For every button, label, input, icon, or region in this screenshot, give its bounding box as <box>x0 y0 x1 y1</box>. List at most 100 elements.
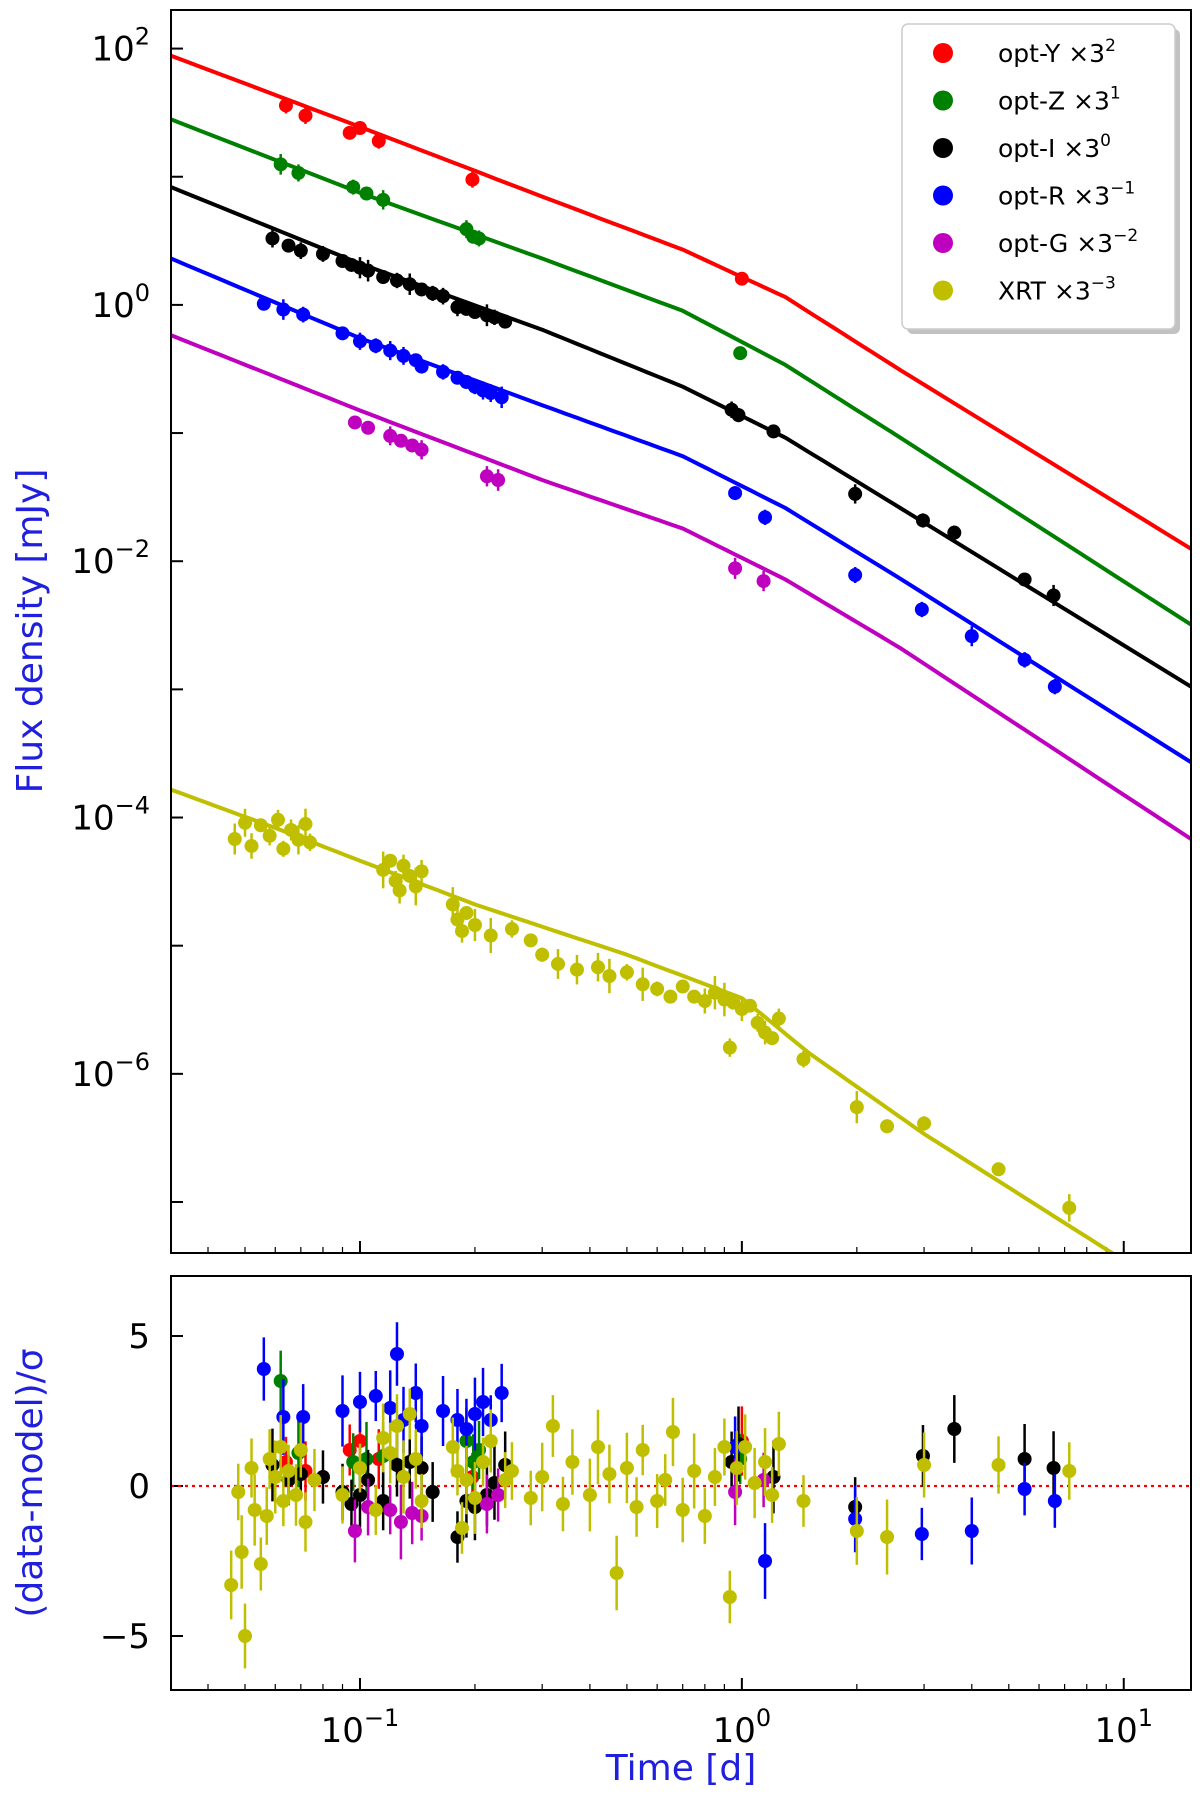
data-point-xrt <box>590 960 605 975</box>
data-point-xrt <box>650 981 665 996</box>
data-point-opt-i <box>487 310 502 325</box>
data-point-xrt <box>535 947 550 962</box>
x-tick-label: 100 <box>713 1704 772 1751</box>
residual-point-xrt <box>738 1440 753 1454</box>
legend-entry-3: opt-I ×30 <box>933 131 1111 163</box>
legend-label: opt-G ×3−2 <box>998 226 1138 258</box>
data-point-opt-g <box>347 415 362 430</box>
residual-point-xrt <box>707 1470 722 1484</box>
residual-point-xrt <box>383 1446 398 1460</box>
residual-point-xrt <box>697 1509 712 1523</box>
residual-point-opt-g <box>491 1488 506 1502</box>
data-point-opt-r <box>276 302 291 317</box>
residual-point-xrt <box>771 1437 786 1451</box>
data-point-opt-y <box>298 108 313 123</box>
data-point-opt-i <box>389 273 404 288</box>
residual-point-opt-r <box>389 1347 404 1361</box>
residual-point-xrt <box>335 1488 350 1502</box>
data-point-xrt <box>276 841 291 856</box>
residual-point-opt-g <box>393 1515 408 1529</box>
residual-point-xrt <box>555 1497 570 1511</box>
residual-point-xrt <box>504 1464 519 1478</box>
residual-point-xrt <box>483 1434 498 1448</box>
residual-point-xrt <box>545 1419 560 1433</box>
residual-point-opt-i <box>947 1422 962 1436</box>
data-point-opt-r <box>396 348 411 363</box>
residual-point-xrt <box>234 1545 249 1559</box>
data-point-opt-i <box>315 246 330 261</box>
data-point-xrt <box>396 858 411 873</box>
light-curve-frame <box>170 9 1192 1254</box>
data-point-opt-i <box>281 238 296 253</box>
series-opt-z <box>171 117 1191 627</box>
residual-point-opt-g <box>347 1524 362 1538</box>
data-point-xrt <box>771 1011 786 1026</box>
data-point-opt-z <box>359 186 374 201</box>
legend-entry-6: XRT ×3−3 <box>933 274 1116 306</box>
legend-label: opt-R ×3−1 <box>998 179 1135 211</box>
data-point-opt-i <box>361 263 376 278</box>
data-point-opt-y <box>352 121 367 136</box>
legend-entry-5: opt-G ×3−2 <box>933 226 1138 258</box>
data-point-xrt <box>849 1100 864 1115</box>
residual-point-opt-y <box>352 1434 367 1448</box>
residual-point-opt-g <box>728 1485 743 1499</box>
data-point-opt-i <box>467 305 482 320</box>
data-point-opt-g <box>393 433 408 448</box>
legend-marker <box>933 233 953 253</box>
residual-point-xrt <box>658 1473 673 1487</box>
data-point-xrt <box>697 994 712 1009</box>
residual-point-xrt <box>396 1470 411 1484</box>
residual-point-xrt <box>523 1491 538 1505</box>
data-point-opt-y <box>734 271 749 286</box>
y-tick-label: 10−2 <box>71 535 150 582</box>
residual-point-xrt <box>281 1464 296 1478</box>
light-curve-panel: 102 100 10−2 10−4 10−6 Flux density [mJy] op… <box>10 9 1192 1254</box>
series-opt-r <box>171 256 1191 764</box>
residual-point-xrt <box>307 1473 322 1487</box>
residual-point-opt-r <box>296 1410 311 1424</box>
residual-point-xrt <box>635 1443 650 1457</box>
residual-point-opt-r <box>408 1386 423 1400</box>
residuals-panel: 10−1 100 101 5 0 −5 (data-model)/σ <box>10 1275 1192 1751</box>
residual-point-xrt <box>273 1440 288 1454</box>
series-opt-i <box>171 185 1191 689</box>
data-point-opt-g <box>479 469 494 484</box>
residual-point-xrt <box>917 1458 932 1472</box>
data-point-opt-r <box>964 629 979 644</box>
data-point-opt-r <box>1047 679 1062 694</box>
legend-marker <box>933 280 953 301</box>
residual-point-xrt <box>609 1566 624 1580</box>
data-point-xrt <box>262 828 277 843</box>
residual-point-xrt <box>665 1425 680 1439</box>
data-point-xrt <box>675 979 690 994</box>
residual-point-xrt <box>1062 1464 1077 1478</box>
data-point-opt-r <box>368 338 383 353</box>
residual-point-opt-r <box>352 1395 367 1409</box>
residual-point-xrt <box>991 1458 1006 1472</box>
data-point-opt-r <box>414 359 429 374</box>
data-point-opt-i <box>265 231 280 246</box>
residual-point-xrt <box>402 1407 417 1421</box>
residual-point-xrt <box>675 1503 690 1517</box>
legend-label: opt-I ×30 <box>998 131 1111 163</box>
data-point-xrt <box>284 822 299 837</box>
data-point-opt-r <box>436 364 451 379</box>
residual-point-opt-g <box>479 1497 494 1511</box>
data-point-xrt <box>298 817 313 832</box>
data-point-opt-i <box>293 243 308 258</box>
residual-y-tick-label: −5 <box>100 1617 150 1657</box>
series-opt-y <box>171 53 1191 551</box>
residual-series-xrt <box>224 1388 1077 1669</box>
legend-label: opt-Z ×31 <box>998 84 1121 116</box>
residual-point-opt-r <box>256 1362 271 1376</box>
residual-point-opt-r <box>914 1527 929 1541</box>
data-point-xrt <box>750 1015 765 1030</box>
data-point-xrt <box>602 969 617 984</box>
data-point-xrt <box>455 924 470 939</box>
data-point-xrt <box>635 977 650 992</box>
y-tick-label: 100 <box>91 279 150 326</box>
data-point-xrt <box>619 965 634 980</box>
data-point-opt-i <box>402 277 417 292</box>
